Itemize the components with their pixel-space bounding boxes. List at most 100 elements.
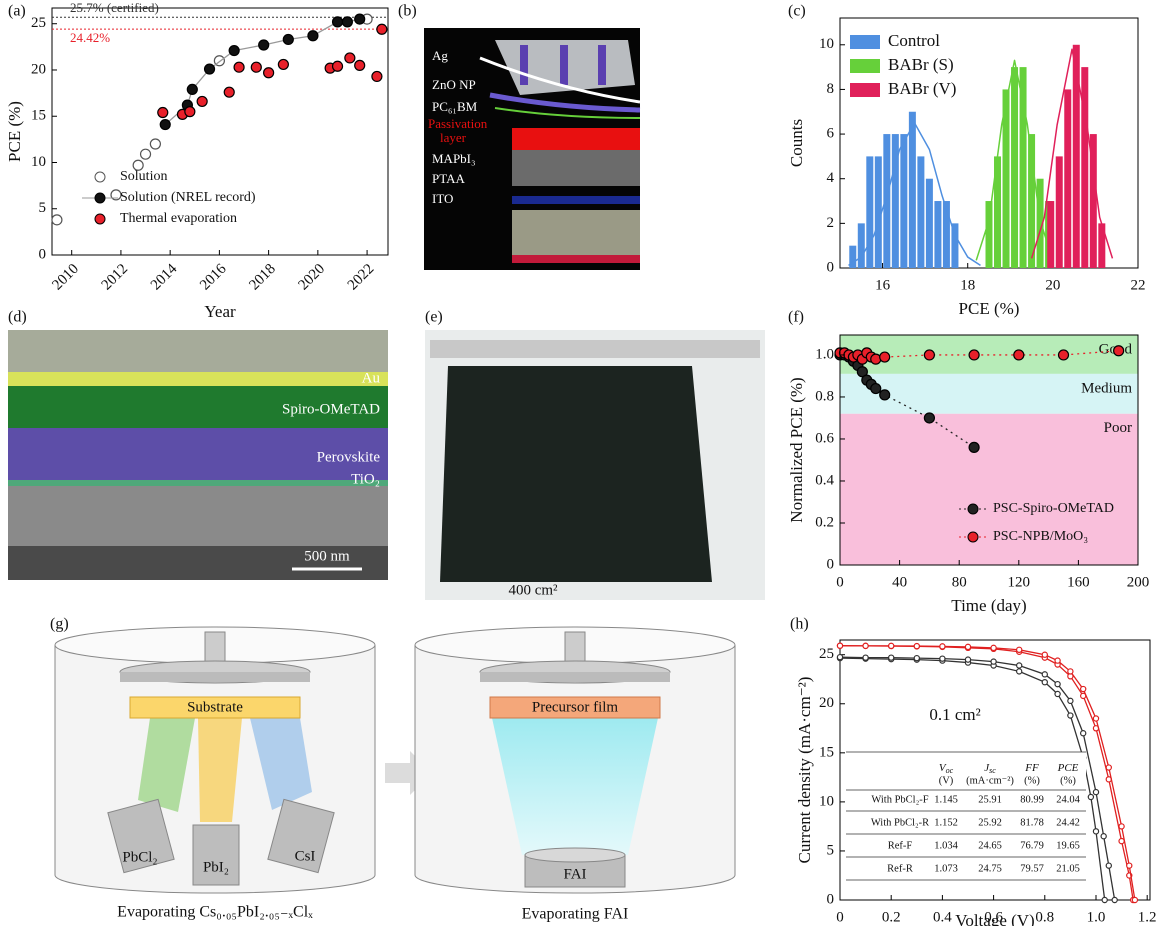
perovskite-layer [512, 150, 640, 186]
data-point [1101, 834, 1106, 839]
x-tick-label: 20 [1045, 277, 1060, 293]
sem-substrate [8, 486, 388, 546]
x-tick-label: 0 [836, 909, 844, 925]
x-axis-label: PCE (%) [959, 299, 1020, 318]
data-point [1055, 658, 1060, 663]
x-axis-label: Time (day) [951, 596, 1026, 615]
data-point [1068, 698, 1073, 703]
rotor [205, 632, 225, 664]
panel-d: (d) Au Spiro-OMeTAD Perovskite TiO₂ 500 … [8, 309, 388, 580]
legend-marker [968, 504, 978, 514]
bar [1056, 156, 1063, 268]
layer-label: Au [362, 370, 381, 386]
x-tick-label: 2022 [345, 261, 378, 294]
data-point [1055, 691, 1060, 696]
header-symbol: PCE [1057, 762, 1079, 774]
legend-marker [95, 172, 105, 182]
data-point [342, 17, 352, 27]
panel-b: (b) Ag ZnO NP PC₆₁BM Passivation layer M… [398, 3, 640, 270]
data-point [1059, 350, 1069, 360]
data-point [991, 659, 996, 664]
panel-g: (g) Substrate PbCl₂ PbI₂ CsI Evaporating… [50, 616, 735, 923]
header-symbol: FF [1024, 762, 1039, 774]
y-axis-label: Current density (mA·cm⁻²) [795, 677, 814, 864]
x-tick-label: 0 [836, 574, 844, 590]
data-point [308, 31, 318, 41]
column-unit: (%) [1060, 775, 1076, 786]
layer-label: TiO₂ [351, 471, 380, 487]
y-tick-label: 1.0 [815, 346, 834, 362]
data-point [1127, 863, 1132, 868]
data-point [889, 655, 894, 660]
data-point [377, 24, 387, 34]
caption: Evaporating Cs₀.₀₅PbI₂.₀₅₋ₓClₓ [117, 904, 313, 921]
data-point [1042, 680, 1047, 685]
data-point [1017, 669, 1022, 674]
bar [1064, 89, 1071, 268]
panel-label: (f) [788, 309, 804, 326]
data-point [863, 643, 868, 648]
data-point [141, 149, 151, 159]
strip [520, 45, 528, 85]
data-point [1088, 794, 1093, 799]
bar [1073, 45, 1080, 268]
data-point [264, 68, 274, 78]
table-cell: 1.073 [934, 863, 958, 874]
data-point [1068, 669, 1073, 674]
bar [1011, 67, 1018, 268]
strip [560, 45, 568, 85]
data-point [940, 656, 945, 661]
data-point [1114, 346, 1124, 356]
y-tick-label: 0 [827, 556, 835, 572]
x-tick-label: 2020 [296, 261, 329, 294]
source-label: FAI [563, 866, 586, 882]
y-tick-label: 0 [827, 259, 835, 275]
reference-label: 24.42% [70, 30, 110, 45]
holder-edge [480, 672, 670, 682]
data-point [259, 40, 269, 50]
source-label: PbCl₂ [122, 849, 157, 865]
data-point [1093, 829, 1098, 834]
x-tick-label: 1.2 [1138, 909, 1157, 925]
legend-label: Thermal evaporation [120, 211, 237, 226]
x-tick-label: 2010 [49, 261, 82, 294]
data-point [205, 64, 215, 74]
table-cell: 24.42 [1056, 817, 1080, 828]
x-tick-label: 2012 [99, 261, 132, 294]
y-tick-label: 6 [827, 126, 835, 142]
y-axis-label: Counts [787, 119, 806, 167]
legend-marker [968, 532, 978, 542]
source [193, 825, 239, 885]
column-unit: (V) [939, 775, 954, 786]
bar [986, 201, 993, 268]
y-tick-label: 4 [827, 170, 835, 186]
layer-label: Passivation [428, 116, 488, 131]
data-point [991, 645, 996, 650]
header-sub: sc [989, 766, 996, 775]
y-tick-label: 0 [39, 246, 47, 262]
data-point [880, 390, 890, 400]
data-point [52, 215, 62, 225]
layer-label: ZnO NP [432, 77, 476, 92]
layer-label: PTAA [432, 171, 466, 186]
y-tick-label: 15 [31, 108, 46, 124]
table-cell: 25.92 [978, 817, 1002, 828]
data-point [372, 71, 382, 81]
data-point [1102, 897, 1107, 902]
data-point [158, 108, 168, 118]
panel-label: (d) [8, 309, 27, 326]
data-point [234, 62, 244, 72]
header-sub: oc [946, 766, 954, 775]
data-point [1093, 716, 1098, 721]
substrate-label: Substrate [187, 699, 243, 715]
caption: Evaporating FAI [522, 906, 629, 923]
bar [934, 201, 941, 268]
data-point [871, 354, 881, 364]
layer-label: ITO [432, 191, 453, 206]
data-point [1042, 652, 1047, 657]
source-label: CsI [295, 848, 316, 864]
bar [1081, 67, 1088, 268]
band-label: Poor [1104, 420, 1132, 436]
x-tick-label: 0.2 [882, 909, 901, 925]
data-point [1119, 839, 1124, 844]
